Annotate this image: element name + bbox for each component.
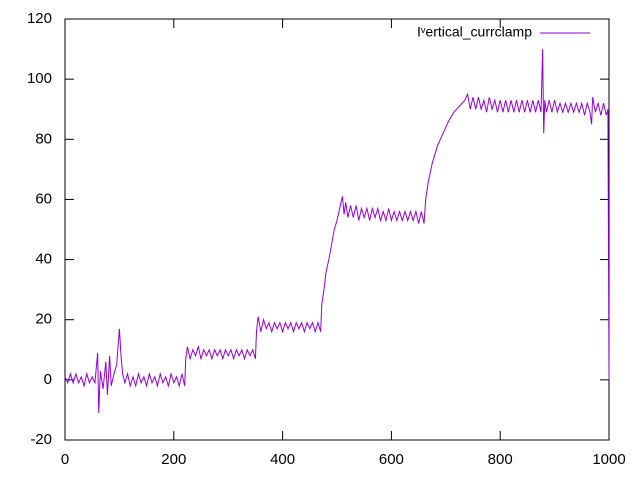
y-tick-label: 100 xyxy=(27,70,52,87)
x-tick-label: 1000 xyxy=(592,451,625,468)
y-tick-label: 120 xyxy=(27,10,52,27)
y-tick-label: 40 xyxy=(35,251,52,268)
data-line xyxy=(64,49,610,413)
legend-label: Iᵛertical_currclamp xyxy=(417,24,532,40)
x-tick-label: 400 xyxy=(270,451,295,468)
y-tick-label: -20 xyxy=(30,431,52,448)
y-tick-label: 80 xyxy=(35,130,52,147)
x-tick-label: 200 xyxy=(161,451,186,468)
x-tick-label: 0 xyxy=(61,451,69,468)
y-tick-label: 20 xyxy=(35,311,52,328)
y-tick-label: 60 xyxy=(35,190,52,207)
x-tick-label: 800 xyxy=(488,451,513,468)
plot-border xyxy=(64,18,610,441)
y-tick-label: 0 xyxy=(44,371,52,388)
x-tick-label: 600 xyxy=(379,451,404,468)
